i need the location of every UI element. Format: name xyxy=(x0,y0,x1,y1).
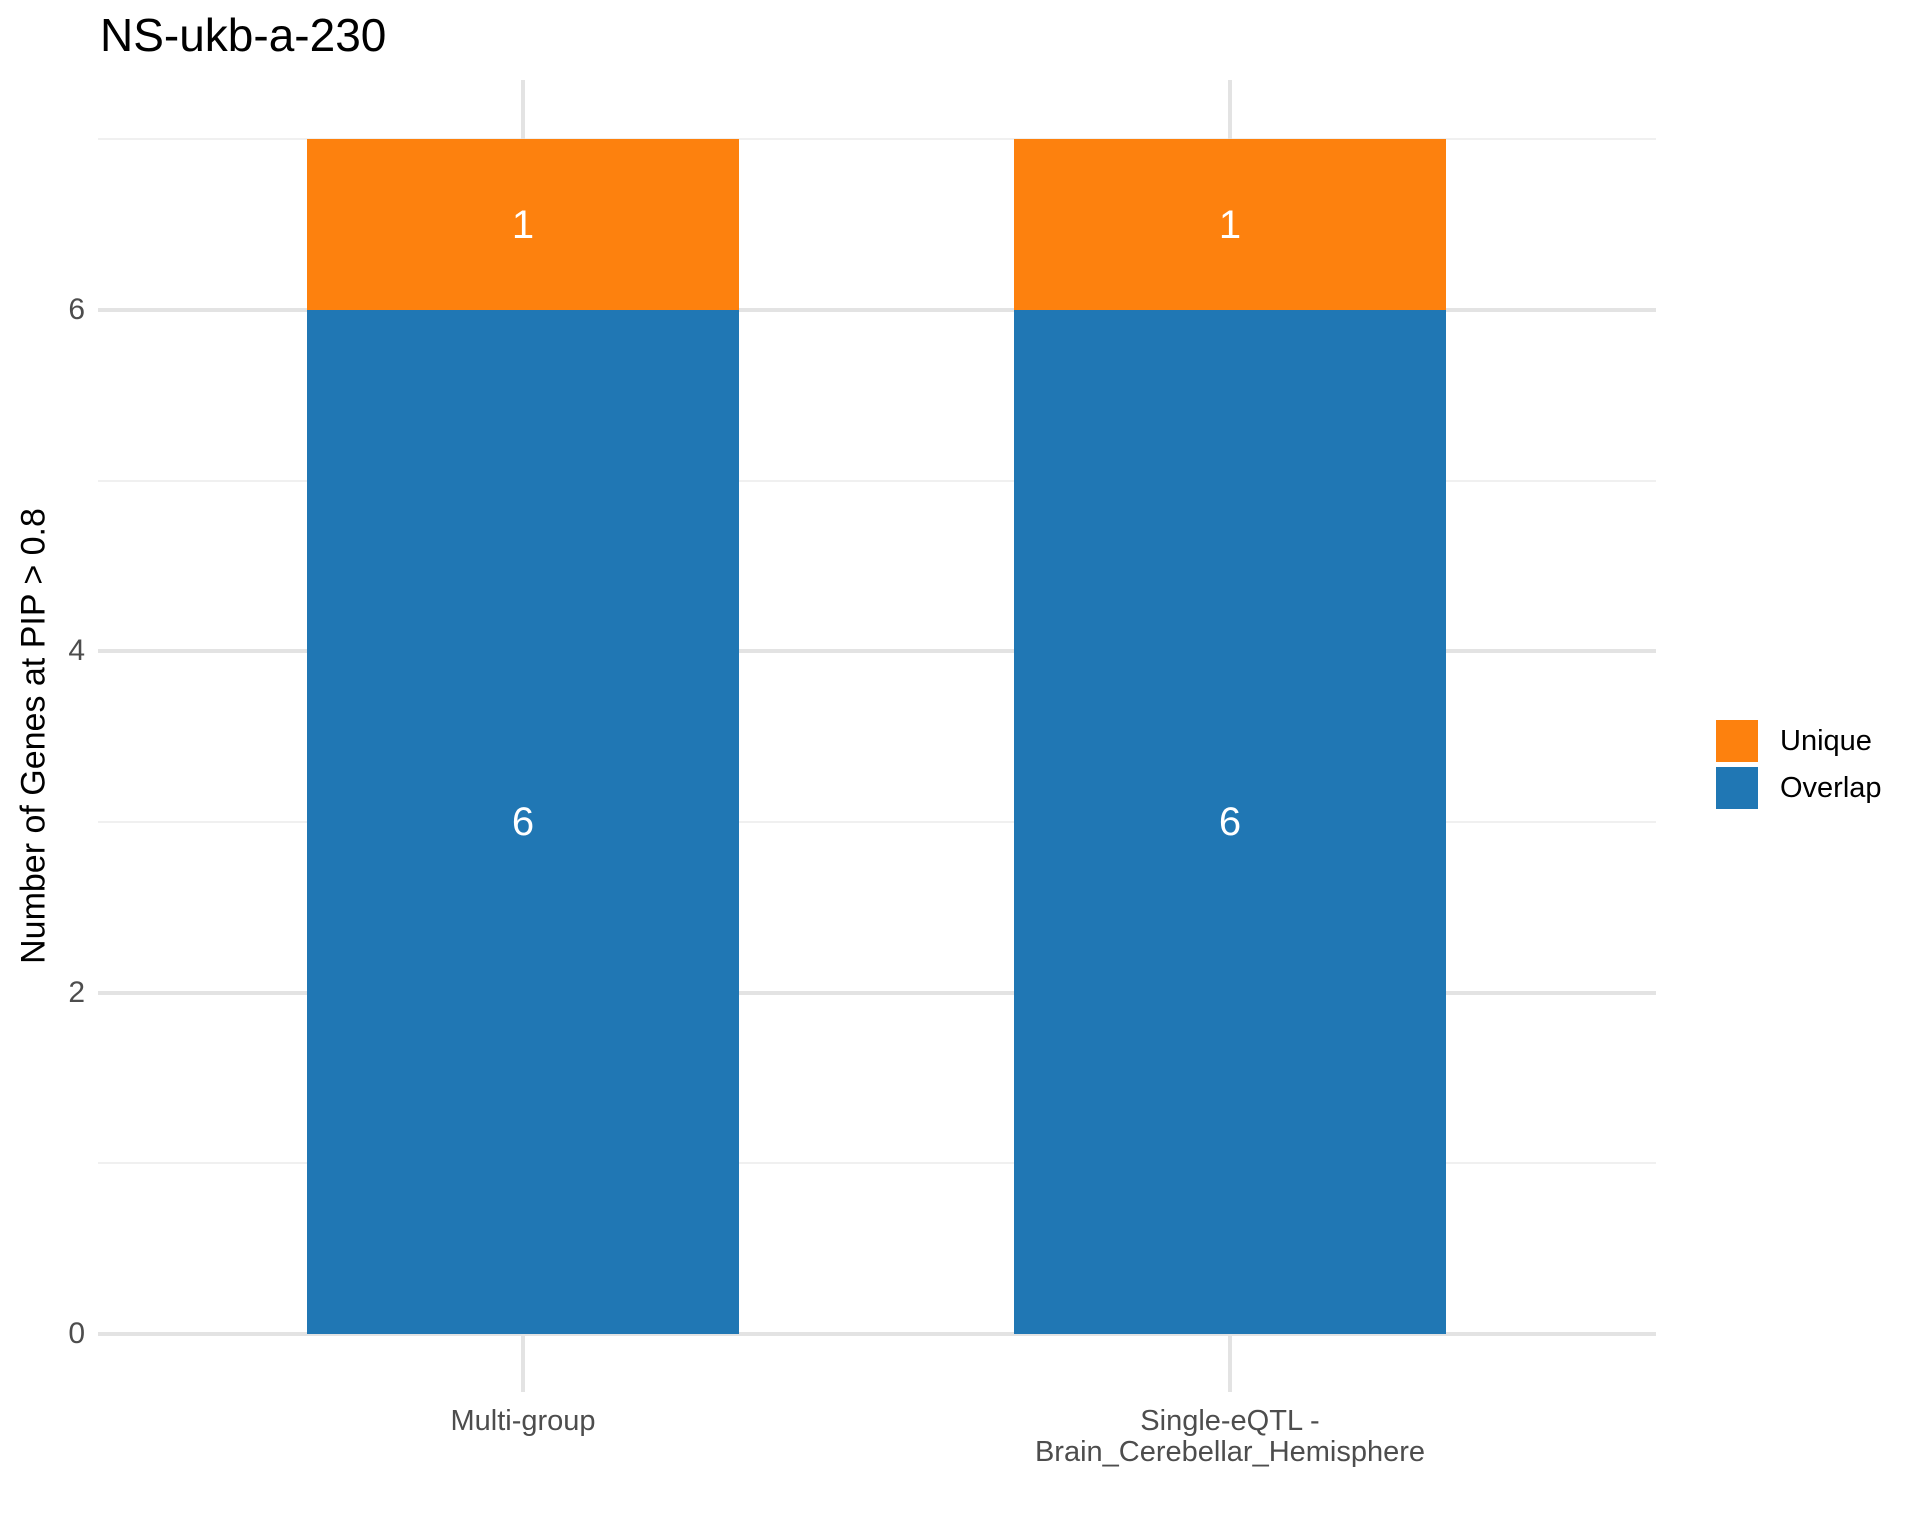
plot-title: NS-ukb-a-230 xyxy=(100,9,387,61)
bar-value-label: 6 xyxy=(511,799,535,844)
major-gridline xyxy=(98,649,1656,654)
plot-panel: 6 1 6 1 xyxy=(98,80,1656,1392)
minor-gridline xyxy=(98,138,1656,141)
major-gridline xyxy=(98,1332,1656,1336)
legend-item-unique: Unique xyxy=(1716,720,1882,762)
bar-segment-overlap xyxy=(307,309,739,1334)
y-tick-label: 4 xyxy=(68,634,85,668)
major-gridline xyxy=(98,307,1656,312)
bar-segment-overlap xyxy=(1014,309,1446,1334)
minor-gridline xyxy=(98,1162,1656,1165)
legend-label: Overlap xyxy=(1780,771,1882,804)
legend: Unique Overlap xyxy=(1716,720,1882,814)
y-tick-label: 6 xyxy=(68,292,85,326)
legend-swatch-overlap xyxy=(1716,767,1758,809)
bar-value-label: 1 xyxy=(511,202,535,247)
y-tick-label: 2 xyxy=(68,975,85,1009)
y-axis-title: Number of Genes at PIP > 0.8 xyxy=(14,508,53,964)
minor-gridline xyxy=(98,820,1656,823)
x-tick-label: Single-eQTL - Brain_Cerebellar_Hemispher… xyxy=(1034,1405,1426,1469)
x-tick-label: Multi-group xyxy=(450,1405,596,1437)
legend-label: Unique xyxy=(1780,724,1872,757)
bar-value-label: 6 xyxy=(1218,799,1242,844)
minor-gridline xyxy=(98,479,1656,482)
y-tick-label: 0 xyxy=(68,1317,85,1350)
legend-item-overlap: Overlap xyxy=(1716,767,1882,809)
bar-segment-unique xyxy=(1014,139,1446,310)
bar-segment-unique xyxy=(307,139,739,310)
bar-value-label: 1 xyxy=(1218,202,1242,247)
major-gridline xyxy=(98,990,1656,995)
legend-swatch-unique xyxy=(1716,720,1758,762)
